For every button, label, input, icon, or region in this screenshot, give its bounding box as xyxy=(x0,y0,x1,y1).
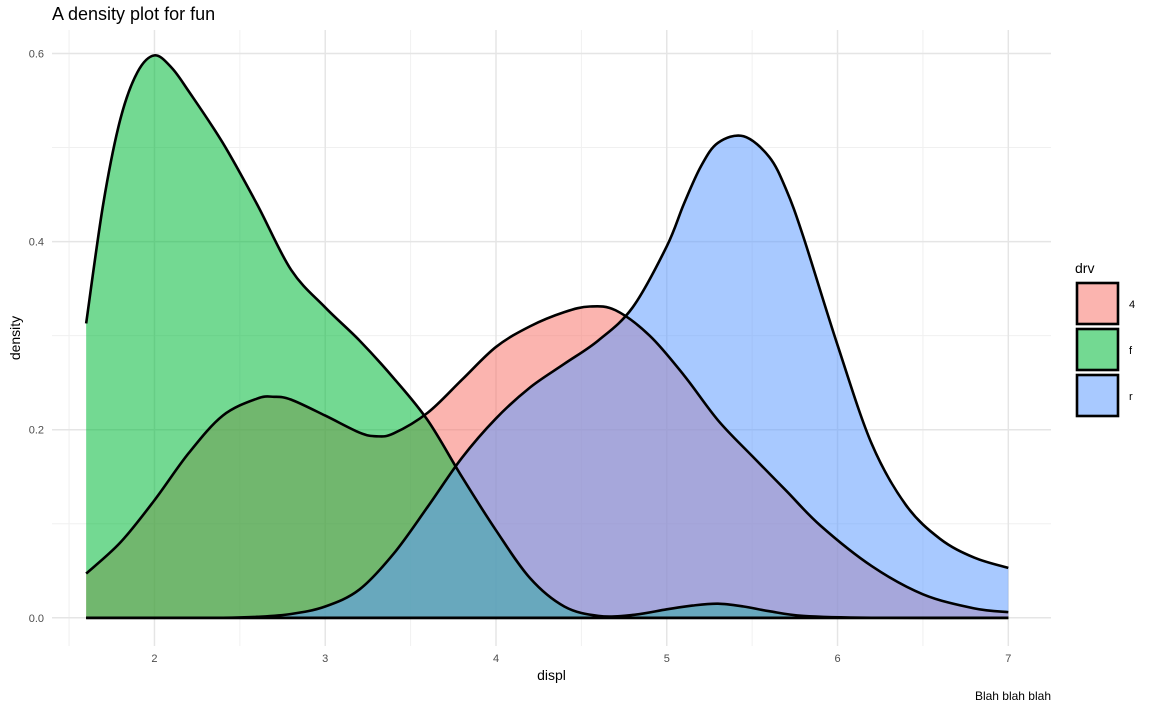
y-tick-label: 0.0 xyxy=(29,613,44,625)
y-axis-tick-labels: 0.0 0.2 0.4 0.6 xyxy=(29,49,44,625)
x-axis-title: displ xyxy=(537,667,566,683)
y-tick-label: 0.4 xyxy=(29,237,44,249)
chart-title: A density plot for fun xyxy=(52,4,216,24)
x-tick-label: 5 xyxy=(664,653,670,665)
chart-caption: Blah blah blah xyxy=(974,689,1051,703)
x-tick-label: 7 xyxy=(1005,653,1011,665)
x-axis-tick-labels: 2 3 4 5 6 7 xyxy=(151,653,1011,665)
density-area-f xyxy=(86,55,1009,618)
legend-key-4 xyxy=(1075,281,1120,326)
legend-key-f xyxy=(1075,327,1120,372)
legend-label-4: 4 xyxy=(1129,299,1135,311)
x-tick-label: 3 xyxy=(322,653,328,665)
density-outline-r xyxy=(86,134,1009,620)
x-tick-label: 6 xyxy=(834,653,840,665)
legend-title: drv xyxy=(1075,260,1094,276)
legend-label-f: f xyxy=(1129,345,1133,357)
y-axis-title: density xyxy=(7,316,23,360)
y-tick-label: 0.2 xyxy=(29,425,44,437)
density-outlines xyxy=(84,54,1009,620)
y-tick-label: 0.6 xyxy=(29,49,44,61)
density-areas xyxy=(86,55,1009,618)
legend-key-r xyxy=(1075,373,1120,418)
x-tick-label: 2 xyxy=(151,653,157,665)
x-tick-label: 4 xyxy=(493,653,499,665)
legend: drv 4 f r xyxy=(1075,260,1135,418)
legend-label-r: r xyxy=(1129,391,1133,403)
